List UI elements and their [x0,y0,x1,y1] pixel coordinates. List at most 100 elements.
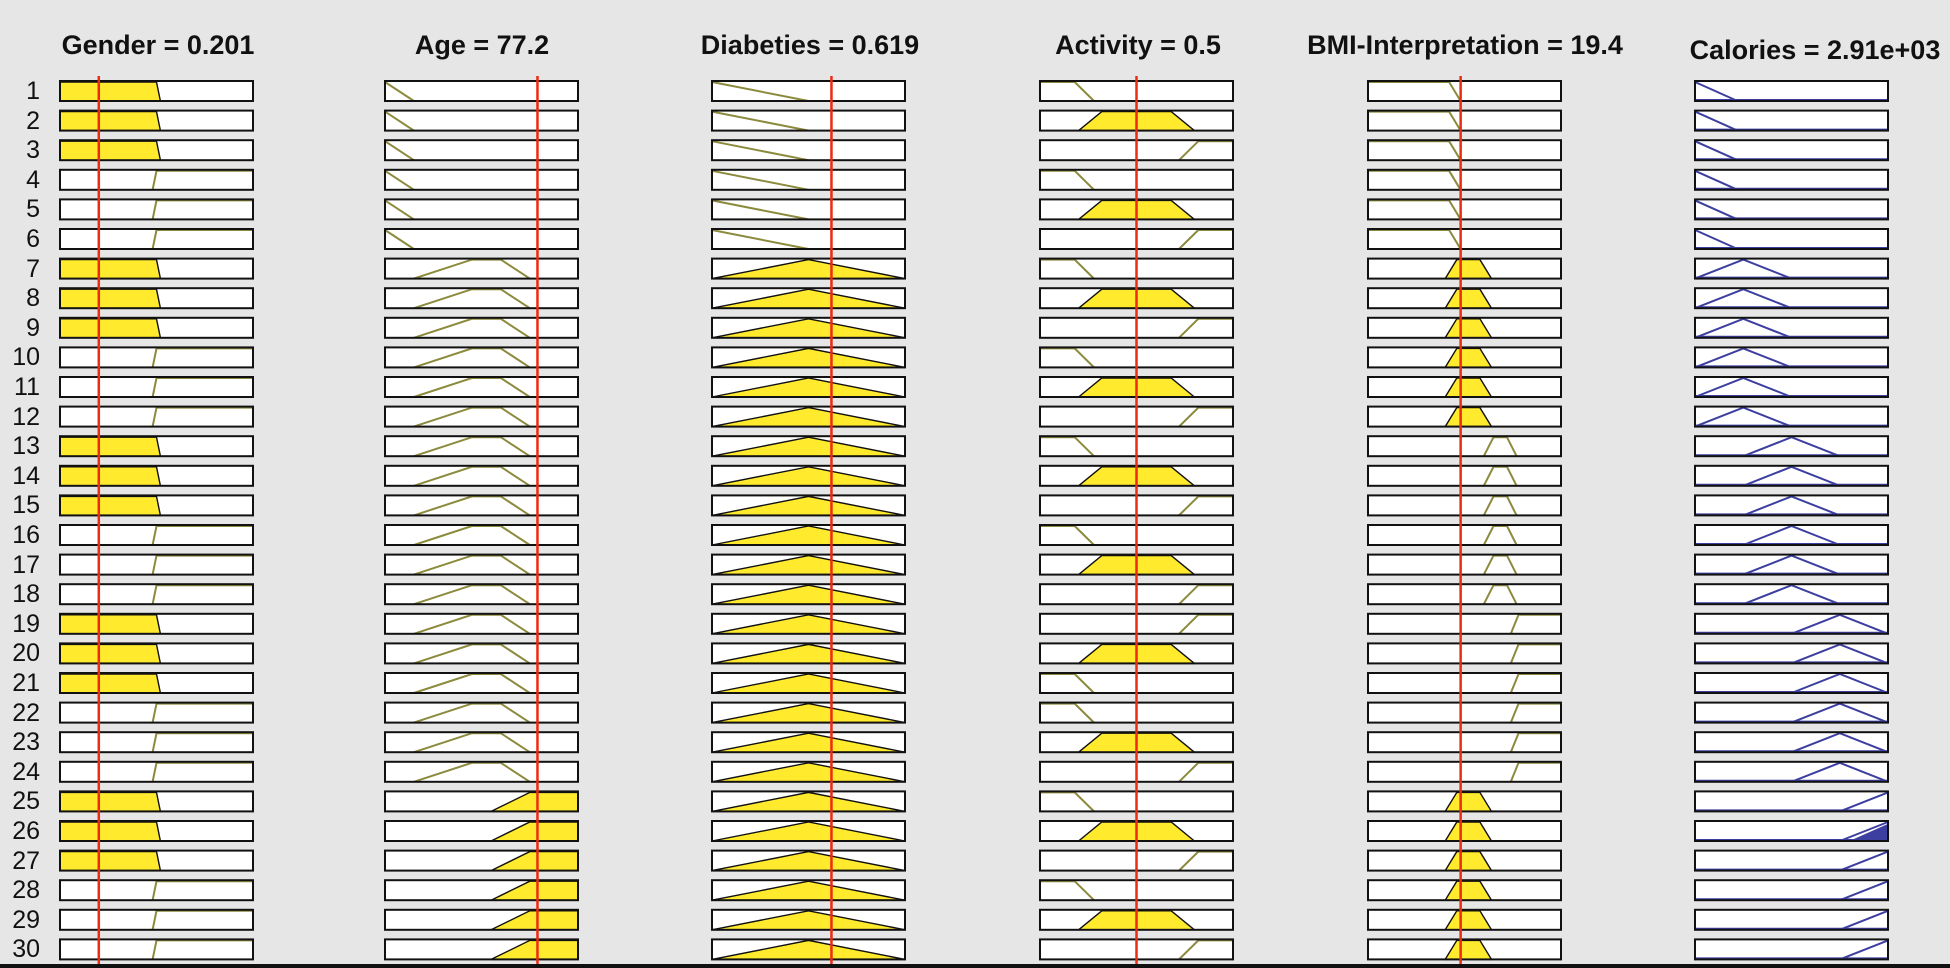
rule-number: 22 [12,698,40,727]
rule-cell [1367,908,1562,931]
membership-fill [59,140,162,161]
cell-background [1368,140,1561,161]
cell-background [712,81,905,101]
cell-background [385,613,578,634]
rule-number: 27 [12,846,40,875]
rule-cell [711,583,906,606]
membership-curve [1839,791,1889,813]
membership-curve [1839,880,1889,902]
cell-border [1694,198,1889,221]
cell-border [1367,168,1562,191]
cell-border [384,80,579,102]
rule-cell [384,612,579,635]
cell-background [385,110,578,131]
rule-cell [59,139,254,162]
rule-cell [1694,820,1889,842]
rule-cell [1694,464,1889,487]
rule-number: 28 [12,876,40,905]
rule-cell [59,701,254,724]
cell-background [1368,495,1561,516]
cell-border [59,376,254,398]
cell-border [711,287,906,310]
rule-cell [384,879,579,902]
cell-background [60,229,253,249]
rule-number: 29 [12,905,40,934]
rule-cell [711,257,906,280]
rule-cell [59,820,254,842]
cell-border [384,790,579,813]
rule-cell [711,346,906,369]
cell-background [1695,465,1888,486]
membership-curve [1694,110,1738,132]
cell-background [1695,377,1888,397]
cell-border [384,405,579,428]
cell-border [1694,642,1889,665]
rule-cell [1694,168,1889,191]
cell-border [384,879,579,902]
cell-border [59,790,254,813]
rule-cell [1694,612,1889,635]
rule-cell [1367,464,1562,487]
rule-cell [59,228,254,250]
cell-border [711,80,906,102]
cell-border [711,908,906,931]
membership-curve [1694,81,1738,102]
membership-fill [59,495,162,517]
rule-cell [384,642,579,665]
rule-cell [59,80,254,102]
rule-cell [59,879,254,902]
membership-curve [384,169,415,191]
rule-cell [1694,139,1889,162]
cell-background [385,317,578,338]
rule-cell [1367,346,1562,369]
membership-fill [59,614,162,635]
age-title: Age = 77.2 [414,30,550,60]
cell-border [1694,228,1889,250]
cell-border [1694,672,1889,694]
membership-curve [1694,199,1738,221]
cell-border [1694,435,1889,458]
rule-cell [1367,672,1562,694]
rule-number: 5 [26,195,40,224]
rule-cell [711,672,906,694]
rule-number: 16 [12,521,40,549]
rule-cell [1694,642,1889,665]
rule-cell [1694,494,1889,517]
cell-border [59,494,254,517]
cell-background [60,347,253,368]
rule-cell [1367,109,1562,132]
rule-cell [711,316,906,339]
cell-border [1367,938,1562,961]
cell-border [59,435,254,458]
cell-background [60,939,253,960]
rule-number: 26 [12,817,40,845]
rule-number: 11 [14,373,40,401]
rule-number: 20 [12,639,40,668]
cell-border [1367,612,1562,635]
cell-border [711,820,906,842]
cell-border [1367,316,1562,339]
cell-border [1694,790,1889,813]
cell-border [711,760,906,783]
rule-cell [1694,316,1889,339]
cell-background [60,702,253,723]
cell-background [385,525,578,545]
cell-border [1694,346,1889,369]
cell-border [1694,494,1889,517]
rule-cell [1367,849,1562,872]
cell-border [1367,820,1562,842]
rule-cell [384,198,579,221]
cell-border [384,139,579,162]
cell-background [1695,880,1888,901]
rule-cell [711,405,906,428]
cell-background [1695,288,1888,309]
rule-cell [711,168,906,191]
membership-fill [59,466,162,487]
membership-fill [59,258,162,280]
cell-background [385,702,578,723]
rule-cell [384,553,579,576]
cell-border [59,405,254,428]
rule-cell [1694,198,1889,221]
cell-background [1368,229,1561,249]
